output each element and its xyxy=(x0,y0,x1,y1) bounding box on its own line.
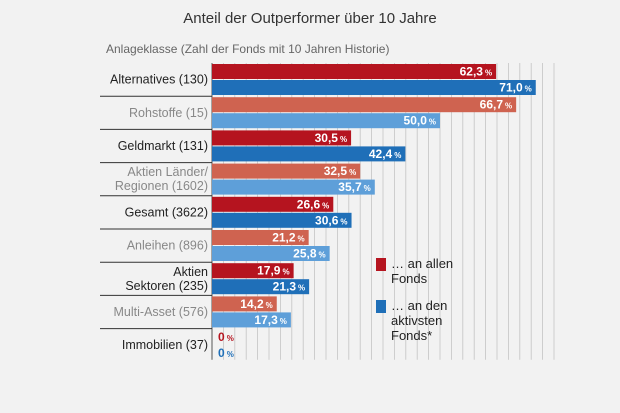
data-label: 50,0% xyxy=(404,114,436,128)
data-label: 21,3% xyxy=(273,280,305,294)
bar xyxy=(212,97,517,113)
bar xyxy=(212,296,277,312)
legend-label-active-funds: … an den aktivsten Fonds* xyxy=(391,298,448,343)
data-label: 25,8% xyxy=(293,247,325,261)
data-label: 42,4% xyxy=(369,147,401,161)
bar xyxy=(212,80,536,95)
data-label: 17,9% xyxy=(257,264,289,278)
bar xyxy=(212,179,375,195)
bar xyxy=(212,196,334,212)
bar xyxy=(212,246,330,261)
category-label: Geldmarkt (131) xyxy=(118,139,208,153)
bar xyxy=(212,130,352,146)
bar xyxy=(212,312,291,328)
data-label: 71,0% xyxy=(499,81,531,95)
category-label: Alternatives (130) xyxy=(110,73,208,87)
chart-subtitle: Anlageklasse (Zahl der Fonds mit 10 Jahr… xyxy=(106,42,390,56)
bar xyxy=(212,113,440,129)
category-label: Aktien Länder/Regionen (1602) xyxy=(115,165,209,193)
data-label: 30,5% xyxy=(315,131,347,145)
bar xyxy=(212,230,309,245)
data-label: 17,3% xyxy=(254,313,286,327)
category-label: Gesamt (3622) xyxy=(125,205,208,219)
bar xyxy=(212,212,352,228)
bar xyxy=(212,163,361,179)
data-label: 21,2% xyxy=(272,231,304,245)
legend-swatch-all-funds xyxy=(376,258,386,271)
category-label: Immobilien (37) xyxy=(122,338,208,352)
data-label: 66,7% xyxy=(480,98,512,112)
data-label: 62,3% xyxy=(460,65,492,79)
bar xyxy=(212,279,310,295)
data-label: 0% xyxy=(218,330,234,344)
legend-label-all-funds: … an allen Fonds xyxy=(391,256,454,286)
category-label: Rohstoffe (15) xyxy=(129,106,208,120)
legend-swatch-active-funds xyxy=(376,300,386,313)
bar xyxy=(212,64,497,79)
category-label: Aktien Sektoren (235) xyxy=(125,265,208,293)
bar xyxy=(212,146,406,162)
data-label: 35,7% xyxy=(338,180,370,194)
data-label: 30,6% xyxy=(315,213,347,227)
data-label: 14,2% xyxy=(240,297,272,311)
category-label: Multi-Asset (576) xyxy=(114,305,208,319)
data-label: 26,6% xyxy=(297,197,329,211)
data-label: 0% xyxy=(218,346,234,360)
category-label: Anleihen (896) xyxy=(127,239,208,253)
data-label: 32,5% xyxy=(324,164,356,178)
bar xyxy=(212,263,294,279)
chart-title: Anteil der Outperformer über 10 Jahre xyxy=(183,10,437,27)
